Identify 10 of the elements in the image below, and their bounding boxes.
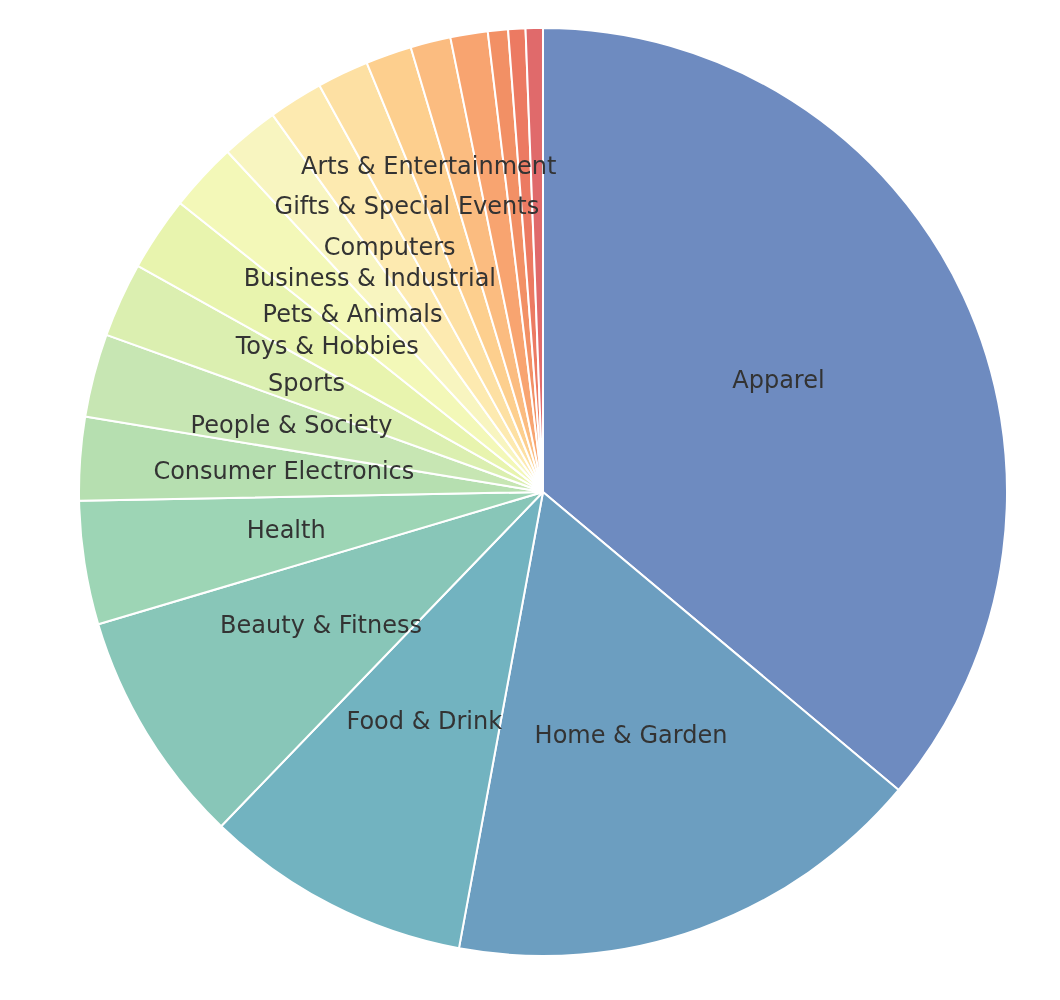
slice-label: Health — [246, 516, 326, 545]
slice-label: Home & Garden — [534, 720, 728, 749]
slice-label: Consumer Electronics — [153, 457, 415, 486]
slice-label: Business & Industrial — [243, 264, 497, 293]
slice-label: Apparel — [732, 366, 825, 395]
slice-label: Computers — [323, 232, 456, 261]
slice-label: Sports — [268, 368, 345, 397]
slice-label: Toys & Hobbies — [234, 331, 419, 360]
slice-label: Pets & Animals — [262, 299, 443, 328]
slice-label: People & Society — [190, 410, 393, 439]
